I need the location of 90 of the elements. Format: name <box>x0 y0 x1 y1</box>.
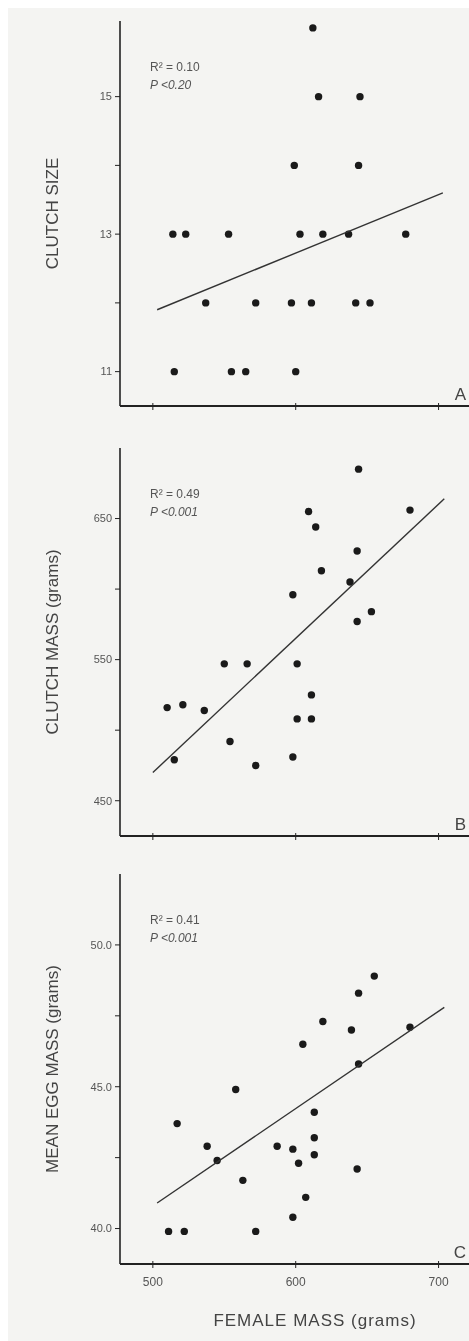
point <box>370 972 378 980</box>
point <box>319 1017 327 1026</box>
point <box>169 230 177 238</box>
x-tick-label: 700 <box>428 1275 449 1289</box>
point <box>180 1227 188 1236</box>
point <box>402 230 410 238</box>
point <box>292 367 300 376</box>
point <box>289 591 297 599</box>
point <box>289 753 297 761</box>
point <box>309 24 317 32</box>
y-tick-label: 13 <box>99 227 112 240</box>
point <box>242 367 250 376</box>
annotation: C <box>453 1243 466 1262</box>
point <box>367 607 376 616</box>
point <box>296 230 304 238</box>
x-axis-title: FEMALE MASS (grams) <box>213 1311 417 1330</box>
annotation: R² = 0.41 <box>150 913 201 927</box>
y-tick-label: 11 <box>100 365 112 378</box>
point <box>227 367 236 376</box>
point <box>346 578 354 586</box>
y-axis-title: CLUTCH MASS (grams) <box>43 549 62 735</box>
point <box>352 299 360 307</box>
point <box>182 230 190 238</box>
annotation: P <0.001 <box>150 931 198 945</box>
point <box>307 299 316 307</box>
point <box>290 161 298 170</box>
point <box>220 660 228 668</box>
point <box>252 1227 260 1236</box>
annotation: R² = 0.49 <box>150 487 201 501</box>
point <box>347 1026 356 1034</box>
point <box>314 92 323 101</box>
point <box>243 660 251 668</box>
point <box>293 660 301 668</box>
point <box>307 715 316 723</box>
point <box>354 989 363 997</box>
point <box>310 1151 318 1159</box>
point <box>299 1040 307 1048</box>
point <box>310 1134 318 1142</box>
point <box>252 299 260 307</box>
point <box>310 1108 318 1116</box>
y-tick-label: 15 <box>99 90 112 103</box>
point <box>353 547 361 555</box>
point <box>173 1119 181 1128</box>
point <box>273 1142 281 1150</box>
annotation: R² = 0.10 <box>150 60 201 74</box>
point <box>354 161 363 170</box>
point <box>239 1176 247 1185</box>
point <box>304 507 313 516</box>
point <box>164 1227 173 1236</box>
point <box>179 701 187 709</box>
point <box>289 1213 297 1221</box>
y-axis-title: CLUTCH SIZE <box>43 157 62 270</box>
point <box>203 1142 211 1150</box>
y-tick-label: 50.0 <box>90 938 112 951</box>
y-tick-label: 40.0 <box>90 1222 112 1235</box>
point <box>252 761 260 770</box>
point <box>170 756 178 764</box>
annotation: B <box>454 815 466 834</box>
point <box>356 92 364 101</box>
point <box>226 737 234 746</box>
point <box>353 617 361 626</box>
point <box>170 367 178 376</box>
y-axis-title: MEAN EGG MASS (grams) <box>43 965 62 1173</box>
point <box>307 691 316 699</box>
y-tick-label: 550 <box>93 653 112 666</box>
x-tick-label: 500 <box>142 1275 164 1289</box>
point <box>353 1165 361 1173</box>
point <box>202 299 210 307</box>
point <box>294 1159 303 1168</box>
point <box>312 523 320 531</box>
point <box>406 506 414 514</box>
annotation: A <box>454 385 467 404</box>
point <box>224 230 233 238</box>
y-tick-label: 45.0 <box>90 1080 112 1093</box>
point <box>200 706 208 715</box>
x-tick-label: 600 <box>285 1275 307 1289</box>
annotation: P <0.20 <box>150 78 192 92</box>
point <box>287 299 296 307</box>
point <box>302 1193 310 1202</box>
point <box>317 567 326 575</box>
annotation: P <0.001 <box>150 505 198 519</box>
point <box>354 465 363 473</box>
y-tick-label: 450 <box>93 794 112 807</box>
point <box>319 230 327 238</box>
point <box>293 715 301 723</box>
point <box>232 1085 240 1094</box>
point <box>289 1145 297 1153</box>
y-tick-label: 650 <box>93 512 112 525</box>
point <box>163 703 171 712</box>
point <box>366 299 374 307</box>
